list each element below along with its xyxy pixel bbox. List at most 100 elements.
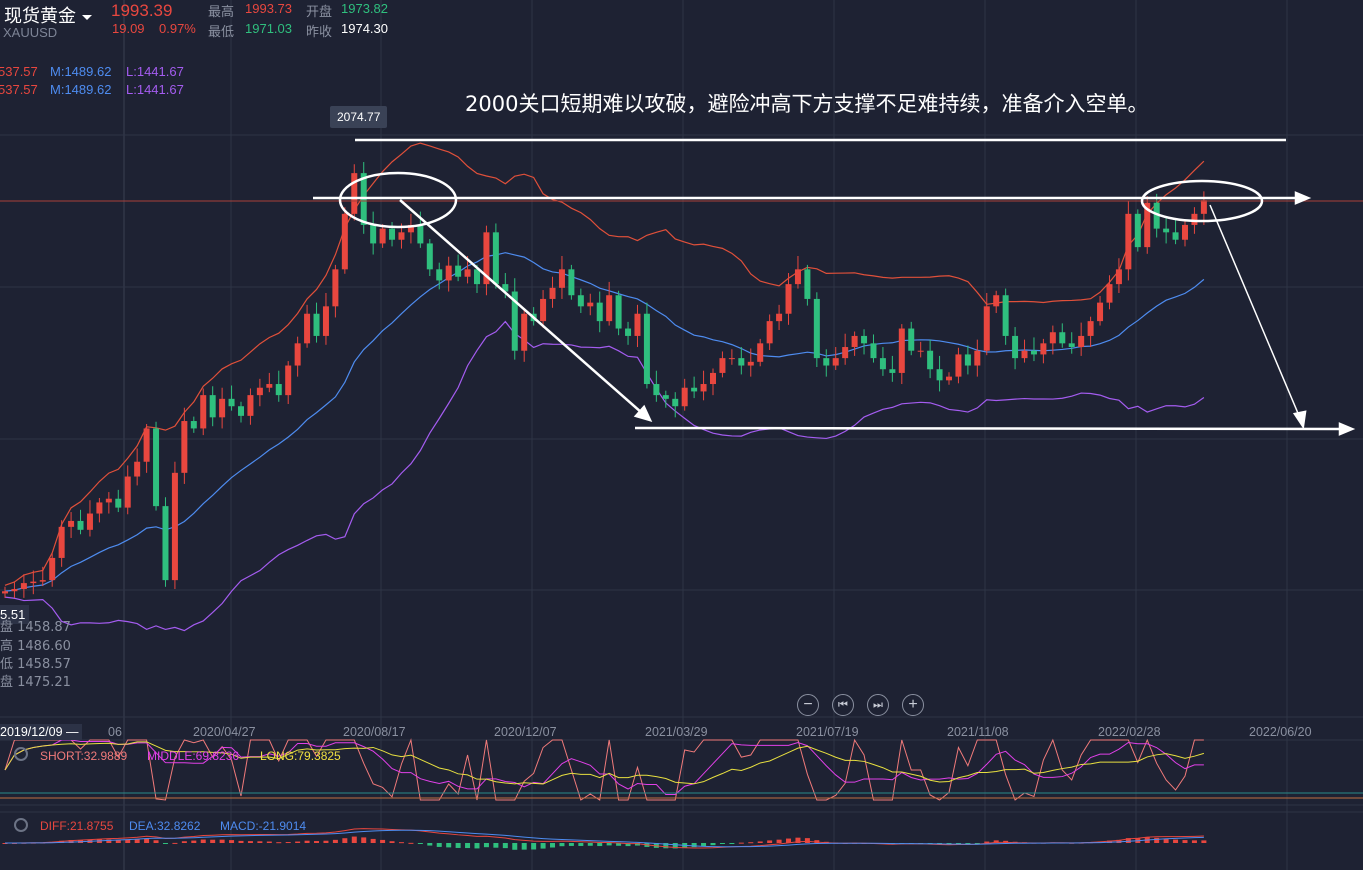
zoom-in-button[interactable]: + bbox=[902, 694, 924, 716]
candle-body bbox=[1191, 213, 1198, 225]
prev-button[interactable]: ⏮ bbox=[832, 694, 854, 716]
candle-body bbox=[747, 361, 754, 366]
candle bbox=[58, 520, 65, 567]
candle-body bbox=[492, 232, 499, 285]
candle bbox=[474, 264, 480, 294]
candle-body bbox=[738, 358, 745, 366]
candle-body bbox=[521, 313, 528, 351]
candle-body bbox=[1040, 343, 1047, 355]
candle-body bbox=[332, 269, 339, 307]
macd-bar bbox=[59, 840, 65, 843]
oscillator-settings-icon[interactable] bbox=[14, 747, 28, 761]
candle-body bbox=[993, 295, 1000, 307]
macd-bar bbox=[455, 843, 461, 848]
macd-bar bbox=[1106, 840, 1112, 843]
candle-body bbox=[247, 395, 254, 416]
osc-long-line bbox=[4, 741, 1205, 785]
candle bbox=[285, 361, 292, 405]
macd-bar bbox=[380, 839, 386, 843]
change: 19.09 bbox=[112, 21, 145, 36]
macd-bar bbox=[1163, 838, 1169, 843]
boll-upper-line bbox=[4, 142, 1205, 586]
candle-body bbox=[1012, 335, 1019, 359]
macd-bar bbox=[550, 843, 556, 848]
macd-bar bbox=[229, 840, 235, 843]
candle-body bbox=[285, 365, 292, 396]
macd-bar bbox=[965, 843, 971, 844]
forecast-arrow-line bbox=[1209, 204, 1301, 419]
macd-bar bbox=[238, 840, 244, 843]
arrow-head-icon bbox=[1294, 191, 1312, 205]
candle bbox=[39, 566, 46, 587]
instrument-selector[interactable]: 现货黄金 bbox=[4, 2, 92, 28]
macd-bar bbox=[200, 839, 206, 843]
candle bbox=[577, 288, 584, 313]
candle bbox=[540, 290, 547, 328]
macd-bar bbox=[172, 842, 178, 844]
candle bbox=[209, 386, 216, 427]
macd-bar bbox=[710, 843, 716, 846]
macd-bar bbox=[68, 840, 74, 843]
candle-body bbox=[304, 313, 311, 344]
candle bbox=[993, 290, 1000, 313]
candle bbox=[1030, 337, 1037, 362]
candle bbox=[341, 207, 348, 274]
last-price: 1993.39 bbox=[111, 1, 173, 20]
candle bbox=[738, 347, 745, 375]
candle bbox=[946, 372, 952, 385]
candle-body bbox=[842, 347, 849, 359]
candle bbox=[511, 278, 518, 360]
boll-upper-value: 537.57 bbox=[0, 82, 38, 97]
zoom-out-button[interactable]: − bbox=[797, 694, 819, 716]
candle-body bbox=[181, 421, 188, 473]
candle-body bbox=[558, 269, 565, 288]
candle-body bbox=[1182, 224, 1188, 240]
candle-body bbox=[49, 557, 56, 581]
candle-body bbox=[219, 398, 226, 418]
candle-body bbox=[879, 358, 886, 370]
candle bbox=[426, 238, 433, 276]
candle bbox=[238, 401, 244, 423]
macd-settings-icon[interactable] bbox=[14, 818, 28, 832]
candle bbox=[625, 321, 632, 345]
candle bbox=[804, 264, 811, 306]
candle-body bbox=[30, 581, 37, 584]
info-high: 高 1486.60 bbox=[0, 639, 71, 654]
candle bbox=[1087, 316, 1094, 348]
macd-bar bbox=[719, 843, 725, 844]
candle bbox=[832, 347, 839, 370]
candle-body bbox=[502, 284, 509, 292]
candle bbox=[332, 264, 339, 318]
candle bbox=[492, 223, 499, 289]
candle-body bbox=[134, 461, 141, 477]
candle-body bbox=[1097, 302, 1104, 322]
candle-body bbox=[1125, 213, 1132, 270]
candle-body bbox=[776, 313, 783, 322]
candle bbox=[455, 254, 462, 282]
candle bbox=[407, 213, 414, 244]
date-tick: 2022/02/28 bbox=[1098, 725, 1161, 739]
macd-bar bbox=[342, 838, 348, 843]
candle bbox=[728, 349, 735, 365]
macd-bar bbox=[767, 840, 773, 843]
next-button[interactable]: ⏭ bbox=[867, 694, 889, 716]
date-partial: 06 bbox=[108, 725, 122, 739]
candle bbox=[105, 492, 112, 514]
candle bbox=[879, 347, 886, 376]
peak-ellipse bbox=[338, 171, 458, 229]
candle-body bbox=[115, 498, 122, 508]
candle bbox=[219, 387, 226, 429]
macd-bar bbox=[436, 843, 442, 847]
candle-body bbox=[983, 306, 990, 351]
macd-bar bbox=[398, 842, 404, 844]
macd-bar bbox=[1182, 840, 1188, 843]
macd-bar bbox=[276, 842, 282, 844]
candle-body bbox=[474, 269, 480, 285]
osc-long: LONG:79.3825 bbox=[260, 749, 341, 763]
candle-body bbox=[861, 335, 868, 344]
candle bbox=[662, 390, 669, 408]
candle-body bbox=[908, 328, 915, 351]
candle-body bbox=[785, 284, 792, 314]
candle-body bbox=[445, 265, 452, 281]
